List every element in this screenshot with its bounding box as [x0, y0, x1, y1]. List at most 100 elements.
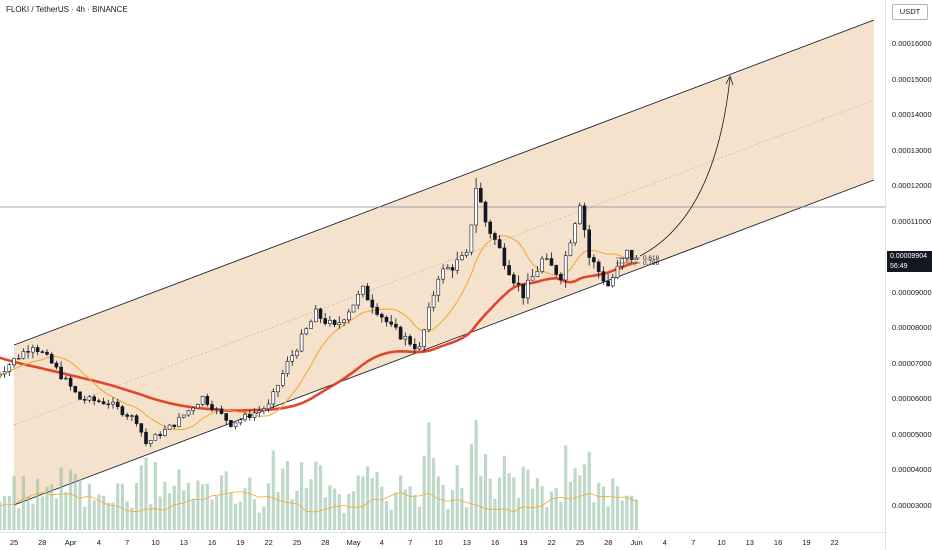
symbol-header: FLOKI / TetherUS · 4h · BINANCE: [6, 5, 128, 14]
candle-body: [54, 362, 59, 368]
candle-body: [186, 410, 191, 416]
candle-body: [384, 316, 389, 323]
candle-body: [431, 294, 436, 308]
candle-body: [417, 346, 422, 350]
candle-body: [389, 321, 394, 325]
candle-body: [620, 258, 625, 267]
volume-bar: [87, 483, 91, 530]
volume-bar: [479, 475, 483, 530]
candle-body: [328, 319, 332, 324]
volume-bar: [26, 496, 30, 530]
time-tick-label: 22: [830, 538, 839, 547]
candle-body: [507, 265, 511, 276]
volume-bar: [285, 461, 290, 530]
volume-bar: [531, 488, 535, 530]
volume-bar: [0, 501, 2, 530]
volume-bar: [333, 488, 337, 530]
volume-bar: [606, 506, 610, 530]
candle-body: [252, 412, 257, 418]
candle-body: [606, 280, 610, 287]
time-tick-label: 4: [96, 538, 101, 547]
candle-body: [163, 428, 167, 436]
volume-bar: [493, 498, 497, 530]
volume-bar: [7, 496, 11, 530]
volume-bar: [441, 484, 445, 530]
candle-body: [436, 278, 441, 296]
candle-body: [125, 414, 129, 417]
candle-body: [219, 408, 224, 414]
volume-bar: [196, 480, 200, 530]
candle-body: [497, 239, 502, 249]
candle-body: [394, 323, 398, 328]
volume-bar: [568, 482, 572, 530]
volume-bar: [323, 497, 327, 530]
candle-body: [313, 308, 318, 323]
candle-body: [488, 221, 493, 234]
price-axis[interactable]: 0.00016000 0.00015000 0.00014000 0.00013000…: [885, 0, 932, 550]
volume-bar: [300, 462, 304, 530]
candle-body: [309, 321, 313, 329]
volume-bar: [347, 493, 351, 530]
candle-body: [568, 242, 573, 256]
candle-body: [290, 355, 295, 362]
candle-body: [26, 351, 30, 353]
time-axis[interactable]: 25 28 Apr 4 7 10 13 16 19 22 25 28 May 4 7 10 13 16 19 22 25…: [0, 532, 885, 550]
volume-bar: [290, 499, 294, 530]
time-tick-label: 13: [462, 538, 471, 547]
candle-body: [16, 357, 21, 360]
candle-body: [82, 399, 87, 401]
candle-body: [130, 415, 134, 417]
volume-bar: [601, 486, 605, 530]
candle-body: [587, 229, 592, 258]
volume-bar: [78, 479, 82, 530]
chart-canvas[interactable]: [0, 0, 885, 532]
volume-bar: [234, 503, 238, 530]
candle-body: [196, 403, 200, 409]
volume-bar: [465, 507, 469, 530]
candle-body: [346, 311, 351, 321]
volume-bar: [361, 476, 365, 530]
candle-body: [356, 293, 361, 306]
currency-unit-button[interactable]: USDT: [892, 4, 928, 20]
volume-bar: [309, 479, 313, 530]
candle-body: [427, 306, 431, 331]
fib-label-top: 0.618: [643, 255, 660, 262]
candle-body: [68, 377, 73, 387]
volume-bar: [516, 498, 521, 530]
candle-body: [153, 434, 158, 441]
volume-bar: [380, 486, 384, 530]
candle-body: [148, 439, 153, 444]
candle-body: [540, 258, 544, 272]
volume-bar: [578, 475, 582, 530]
price-tick-label: 0.00003000: [892, 500, 932, 510]
candle-body: [625, 249, 629, 259]
candle-body: [422, 329, 427, 347]
candle-body: [601, 271, 606, 282]
candle-body: [629, 249, 634, 260]
volume-bar: [252, 499, 257, 530]
time-tick-label: 13: [179, 538, 188, 547]
candle-body: [59, 366, 63, 380]
volume-bar: [31, 503, 35, 530]
time-tick-label: 13: [745, 538, 754, 547]
candle-body: [408, 336, 412, 345]
volume-bar: [182, 490, 186, 530]
candle-body: [134, 415, 139, 424]
time-tick-label: 28: [321, 538, 330, 547]
candle-body: [351, 304, 356, 313]
volume-bar: [172, 485, 176, 530]
volume-bar: [106, 502, 110, 530]
volume-bar: [144, 457, 148, 530]
candle-body: [318, 308, 323, 319]
candle-body: [445, 267, 450, 270]
time-tick-label: 10: [717, 538, 726, 547]
candle-body: [262, 408, 266, 412]
volume-bar: [625, 495, 629, 530]
volume-bar: [384, 500, 389, 530]
candle-body: [526, 279, 530, 299]
volume-bar: [40, 496, 44, 530]
candle-body: [92, 396, 96, 402]
volume-bar: [149, 504, 153, 530]
volume-bar: [366, 466, 370, 530]
candle-body: [276, 384, 280, 393]
